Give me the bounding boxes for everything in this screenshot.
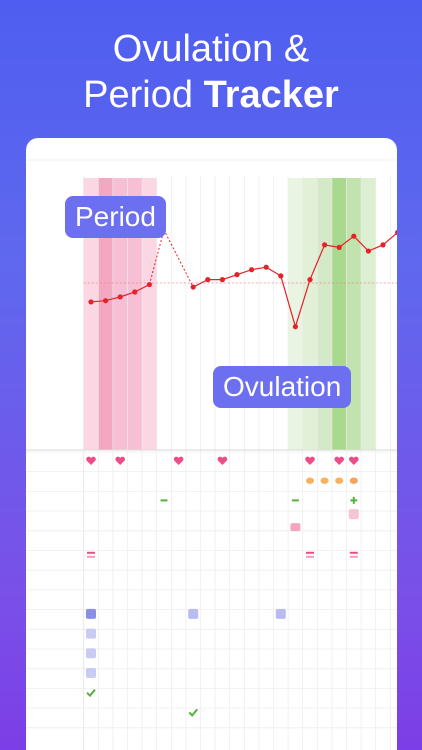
temp-point-0 [88, 299, 94, 305]
position-icon-a0 [87, 551, 95, 554]
temp-point-7 [205, 277, 211, 283]
position-icon-b0 [87, 555, 95, 558]
ovulation-label: Ovulation [213, 366, 352, 408]
period-band-4 [142, 178, 157, 450]
period-band-2 [112, 178, 128, 450]
heart-icon-5 [334, 456, 345, 465]
cm-icon-1 [320, 477, 329, 484]
hero-line-2-regular: Period [83, 74, 204, 116]
heart-icon-2 [173, 456, 184, 465]
test-positive-icon [350, 496, 358, 504]
hero-line-2-bold: Tracker [203, 74, 339, 116]
hero-title: Ovulation & Period Tracker [0, 26, 422, 118]
temp-point-14 [307, 277, 313, 283]
hero-line-2: Period Tracker [0, 72, 422, 118]
anxious-check-icon [86, 689, 96, 698]
temp-point-20 [395, 229, 397, 236]
cp-icon-high [348, 509, 359, 520]
ovulation-band-2 [317, 178, 332, 450]
cm-icon-3 [349, 477, 358, 484]
symptom-icon-2 [86, 668, 96, 678]
test-negative-icon-1 [291, 499, 299, 502]
heart-icon-3 [217, 456, 228, 465]
temp-point-16 [336, 244, 342, 250]
cm-icon-2 [335, 477, 344, 484]
period-band-0 [83, 178, 99, 450]
calm-check-icon [188, 708, 198, 717]
ovulation-band-0 [288, 178, 303, 450]
heart-icon-0 [86, 456, 96, 465]
ovulation-band-5 [361, 178, 376, 450]
temp-point-6 [190, 284, 196, 290]
heart-icon-1 [115, 456, 126, 465]
hero-line-1: Ovulation & [112, 28, 310, 70]
temp-point-13 [292, 324, 298, 330]
period-band-1 [98, 178, 113, 450]
temp-point-11 [263, 264, 269, 270]
stress-icon-1 [188, 608, 199, 619]
ovulation-band-3 [331, 178, 347, 450]
temp-point-19 [380, 242, 386, 248]
temp-point-17 [351, 233, 357, 239]
cm-icon-0 [306, 477, 314, 484]
position-icon-a1 [306, 551, 314, 554]
ovulation-band-1 [302, 178, 318, 450]
symptom-icon-1 [86, 648, 96, 659]
heart-icon-6 [348, 456, 359, 465]
temp-point-18 [365, 248, 371, 254]
symptom-icon-0 [86, 628, 96, 639]
temp-point-8 [219, 277, 225, 283]
position-icon-b2 [349, 555, 358, 558]
temp-point-1 [103, 298, 109, 304]
temp-point-2 [117, 294, 123, 300]
cp-icon-low [290, 523, 301, 532]
stress-icon-2 [275, 608, 286, 619]
position-icon-b1 [306, 555, 314, 558]
ovulation-band-4 [346, 178, 362, 450]
temp-point-15 [322, 242, 328, 248]
temp-point-3 [132, 289, 138, 295]
temp-point-10 [249, 267, 255, 273]
period-band-3 [127, 178, 143, 450]
heart-icon-4 [305, 456, 315, 465]
stress-icon-0 [86, 608, 96, 619]
temp-point-4 [146, 281, 152, 288]
tracker-card[interactable]: Period Ovulation [26, 138, 397, 750]
test-negative-icon-0 [160, 499, 168, 502]
position-icon-a2 [349, 551, 358, 554]
temp-point-12 [278, 273, 284, 279]
period-label: Period [65, 196, 166, 238]
temp-point-9 [234, 272, 240, 278]
